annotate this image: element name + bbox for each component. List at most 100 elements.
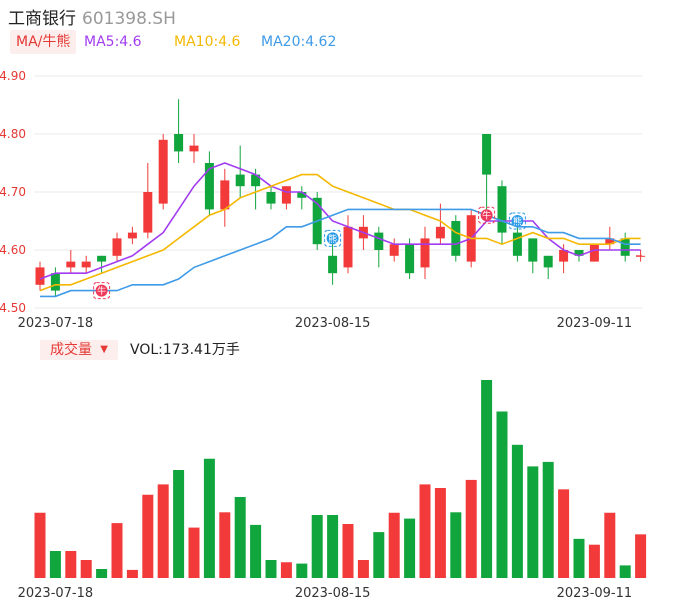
bull-signal-marker: 牛	[93, 282, 111, 300]
stock-code: 601398.SH	[82, 9, 176, 29]
ma10-label: MA10:4.6	[174, 34, 241, 50]
volume-bar	[142, 494, 154, 578]
price-date-label: 2023-08-15	[295, 316, 371, 331]
volume-bar	[80, 560, 92, 578]
candle-body	[281, 186, 291, 204]
volume-bar	[280, 562, 292, 578]
volume-bar	[65, 551, 77, 578]
volume-bar	[635, 534, 647, 578]
bull-signal-marker: 牛	[478, 206, 496, 224]
bear-signal-marker: 熊	[324, 229, 342, 247]
candle-body	[374, 232, 384, 250]
ma-legend: MA/牛熊 MA5:4.6 MA10:4.6 MA20:4.62	[10, 30, 680, 54]
candle-body	[605, 238, 615, 245]
candle-body	[512, 232, 522, 256]
candle-body	[405, 244, 415, 274]
price-date-label: 2023-07-18	[18, 316, 94, 331]
volume-bar	[481, 380, 493, 578]
signal-frame	[478, 206, 496, 224]
volume-legend: 成交量 ▼ VOL:173.41万手	[40, 340, 640, 360]
stock-name: 工商银行	[8, 9, 76, 29]
candle-body	[589, 244, 599, 262]
price-tick-label: 4.80	[0, 127, 26, 141]
volume-bar	[573, 538, 585, 578]
bear-icon	[326, 232, 339, 245]
caret-down-icon: ▼	[100, 344, 108, 355]
volume-bar	[542, 461, 554, 578]
candle-body	[482, 134, 492, 175]
volume-bar	[419, 484, 431, 578]
volume-bar	[404, 518, 416, 578]
volume-bar	[250, 524, 262, 578]
ma20-line	[40, 208, 641, 298]
ma5-label: MA5:4.6	[84, 34, 142, 50]
volume-bar	[434, 488, 446, 578]
price-tick-label: 4.90	[0, 69, 26, 83]
bear-signal-marker: 熊	[508, 212, 526, 230]
candle-body	[574, 250, 584, 256]
candle-body	[343, 226, 353, 268]
candle-body	[189, 145, 199, 152]
candle-body	[174, 134, 184, 152]
candle-body	[66, 261, 76, 268]
bear-icon	[511, 215, 524, 227]
signal-frame	[93, 282, 111, 300]
volume-date-label: 2023-09-11	[557, 586, 633, 601]
volume-bar	[219, 512, 231, 578]
candle-body	[81, 261, 91, 268]
candle-body	[127, 232, 137, 239]
signal-frame	[324, 229, 342, 247]
volume-bar	[265, 560, 277, 578]
price-tick-label: 4.70	[0, 185, 26, 199]
volume-indicator-dropdown[interactable]: 成交量 ▼	[40, 340, 118, 360]
candle-body	[204, 163, 214, 210]
volume-bar	[49, 551, 61, 578]
ma-toggle-button[interactable]: MA/牛熊	[10, 30, 77, 54]
candle-body	[35, 267, 45, 285]
signal-frame	[508, 212, 526, 230]
volume-bar	[388, 512, 400, 578]
volume-toggle-label: 成交量	[50, 342, 92, 358]
volume-bar	[588, 544, 600, 578]
price-tick-label: 4.60	[0, 243, 26, 257]
volume-bar	[357, 560, 369, 578]
volume-bar	[619, 565, 631, 578]
volume-bar	[188, 527, 200, 578]
volume-bar	[450, 512, 462, 578]
volume-bar	[373, 532, 385, 578]
volume-bar	[527, 466, 539, 578]
candle-body	[435, 226, 445, 239]
volume-bar	[96, 569, 108, 578]
candle-body	[559, 250, 569, 262]
candle-body	[112, 238, 122, 256]
candle-body	[220, 180, 230, 210]
candle-body	[158, 139, 168, 204]
candle-body	[235, 174, 245, 187]
candle-body	[297, 192, 307, 198]
signal-label: 牛	[97, 285, 106, 297]
signal-label: 熊	[328, 233, 337, 245]
volume-bar	[34, 512, 46, 578]
volume-date-label: 2023-07-18	[18, 586, 94, 601]
volume-value: VOL:173.41万手	[130, 342, 240, 358]
candle-body	[389, 244, 399, 256]
volume-bar	[465, 479, 477, 578]
candle-body	[543, 255, 553, 268]
volume-bar	[558, 489, 570, 578]
candle-body	[451, 221, 461, 256]
ma20-label: MA20:4.62	[261, 34, 337, 50]
volume-bar	[496, 411, 508, 578]
candle-body	[266, 192, 276, 204]
volume-bar	[604, 512, 616, 578]
volume-bar	[173, 470, 185, 578]
ma10-line	[39, 173, 641, 292]
candle-body	[528, 238, 538, 262]
candle-body	[420, 238, 430, 268]
candle-body	[97, 255, 107, 262]
bull-icon	[480, 209, 493, 222]
candle-body	[251, 174, 261, 187]
volume-bar	[203, 458, 215, 578]
volume-bar	[111, 523, 123, 578]
signal-label: 熊	[513, 216, 522, 228]
